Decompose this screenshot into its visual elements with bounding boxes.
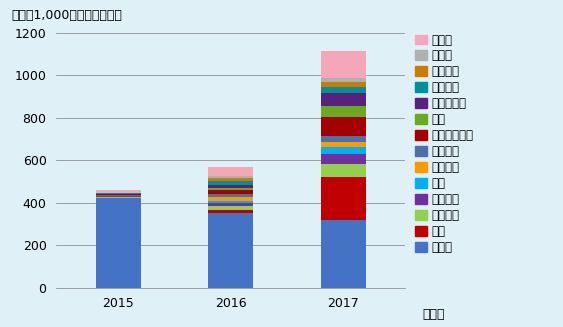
Bar xyxy=(96,195,141,196)
Bar xyxy=(321,51,366,78)
Bar xyxy=(321,147,366,154)
Bar xyxy=(321,142,366,147)
Bar xyxy=(208,181,253,185)
Text: 単位：1,000バレル（日量）: 単位：1,000バレル（日量） xyxy=(11,9,122,23)
Bar xyxy=(208,200,253,203)
Bar xyxy=(208,166,253,176)
Bar xyxy=(208,210,253,213)
Bar xyxy=(321,154,366,164)
Bar xyxy=(321,117,366,136)
Bar xyxy=(208,203,253,206)
Bar xyxy=(208,213,253,288)
Bar xyxy=(321,136,366,142)
Bar xyxy=(321,93,366,106)
Bar xyxy=(208,178,253,181)
Bar xyxy=(321,164,366,177)
Bar xyxy=(96,193,141,194)
Bar xyxy=(321,177,366,220)
Bar xyxy=(96,198,141,288)
Bar xyxy=(208,188,253,190)
Bar xyxy=(208,194,253,198)
X-axis label: （年）: （年） xyxy=(422,308,445,321)
Bar xyxy=(208,198,253,200)
Bar xyxy=(96,190,141,193)
Bar xyxy=(321,220,366,288)
Bar xyxy=(321,78,366,81)
Bar xyxy=(96,196,141,198)
Bar xyxy=(96,194,141,195)
Bar xyxy=(321,81,366,87)
Legend: その他, ベルー, キュラソ, スペイン, コロンビア, 日本, シンガポール, フランス, イタリア, 韓国, オランダ, イギリス, 中国, カナダ: その他, ベルー, キュラソ, スペイン, コロンビア, 日本, シンガポール,… xyxy=(415,33,473,254)
Bar xyxy=(208,206,253,210)
Bar xyxy=(321,87,366,93)
Bar xyxy=(208,185,253,188)
Bar xyxy=(321,106,366,117)
Bar xyxy=(208,190,253,194)
Bar xyxy=(208,176,253,178)
